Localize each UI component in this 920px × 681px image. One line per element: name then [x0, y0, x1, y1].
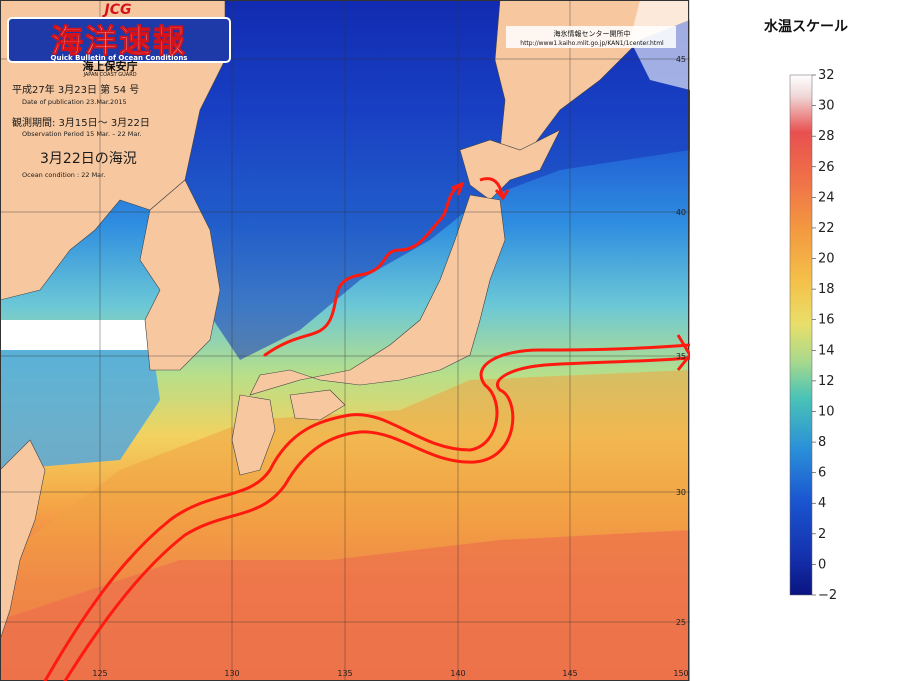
condition-title: 3月22日の海況: [40, 151, 137, 167]
lat-label-40: 40: [676, 208, 686, 217]
scale-tick-label: 20: [818, 252, 835, 267]
lon-label-130: 130: [224, 669, 239, 678]
lon-label-150: 150: [673, 669, 688, 678]
scale-tick-label: 14: [818, 343, 835, 358]
agency-name-en: JAPAN COAST GUARD: [82, 72, 136, 78]
scale-bar: [789, 74, 813, 596]
land-korea: [139, 179, 221, 371]
lat-label-45: 45: [676, 55, 686, 64]
lon-label-140: 140: [450, 669, 465, 678]
lat-label-25: 25: [676, 618, 686, 627]
lon-label-125: 125: [92, 669, 107, 678]
agency-name: 海上保安庁: [83, 59, 138, 73]
scale-tick-label: 32: [818, 68, 835, 83]
scale-tick-label: 16: [818, 313, 835, 328]
source-box: [506, 26, 676, 48]
issue-line: 平成27年 3月23日 第 54 号: [12, 83, 139, 96]
tsushima-current: [263, 183, 462, 357]
scale-tick-label: 30: [818, 99, 835, 114]
scale-tick-label: 26: [818, 160, 835, 175]
scale-tick-label: 8: [818, 435, 826, 450]
land-china-coast: [0, 439, 46, 641]
condition-date-en: Ocean condition : 22 Mar.: [22, 171, 105, 179]
scale-tick-label: 28: [818, 129, 835, 144]
land-honshu: [249, 194, 506, 396]
scale-tick-label: 2: [818, 527, 826, 542]
scale-tick-label: 0: [818, 557, 826, 572]
no-data-area: [0, 320, 150, 350]
land-hokkaido: [459, 129, 561, 201]
ice-center-notice: 海氷情報センター開所中: [554, 29, 631, 38]
sea-temperature-map: 125 130 135 140 145 150 45 40 35 30 25 J…: [0, 0, 690, 681]
bulletin-title-en: Quick Bulletin of Ocean Conditions: [51, 54, 188, 62]
scale-tick-label: 4: [818, 496, 826, 511]
source-url: http://www1.kaiho.mlit.go.jp/KAN1/1cente…: [520, 40, 664, 47]
bulletin-logo: JCG 海洋速報 Quick Bulletin of Ocean Conditi…: [7, 2, 231, 78]
scale-tick-label: 24: [818, 190, 835, 205]
scale-tick-label: 6: [818, 466, 826, 481]
scale-tick-label: −2: [818, 588, 837, 603]
bulletin-title: 海洋速報: [51, 22, 187, 60]
lon-label-135: 135: [337, 669, 352, 678]
lat-label-30: 30: [676, 488, 686, 497]
observation-period-en: Observation Period 15 Mar. – 22 Mar.: [22, 130, 142, 138]
publication-date: Date of publication 23.Mar.2015: [22, 98, 127, 106]
scale-tick-label: 12: [818, 374, 835, 389]
jcg-logo-mark: JCG: [102, 2, 132, 18]
lat-lon-grid: [0, 0, 690, 681]
temperature-scale-title: 水温スケール: [764, 19, 848, 35]
observation-period: 観測期間: 3月15日～ 3月22日: [12, 116, 150, 129]
scale-tick-label: 18: [818, 282, 835, 297]
tsugaru-current: [479, 177, 504, 196]
scale-tick-label: 10: [818, 404, 835, 419]
lat-label-35: 35: [676, 352, 686, 361]
kuroshio-current: [43, 343, 690, 681]
land-shikoku: [289, 389, 346, 421]
yellow-sea-water: [0, 330, 160, 470]
lon-label-145: 145: [562, 669, 577, 678]
scale-tick-label: 22: [818, 221, 835, 236]
